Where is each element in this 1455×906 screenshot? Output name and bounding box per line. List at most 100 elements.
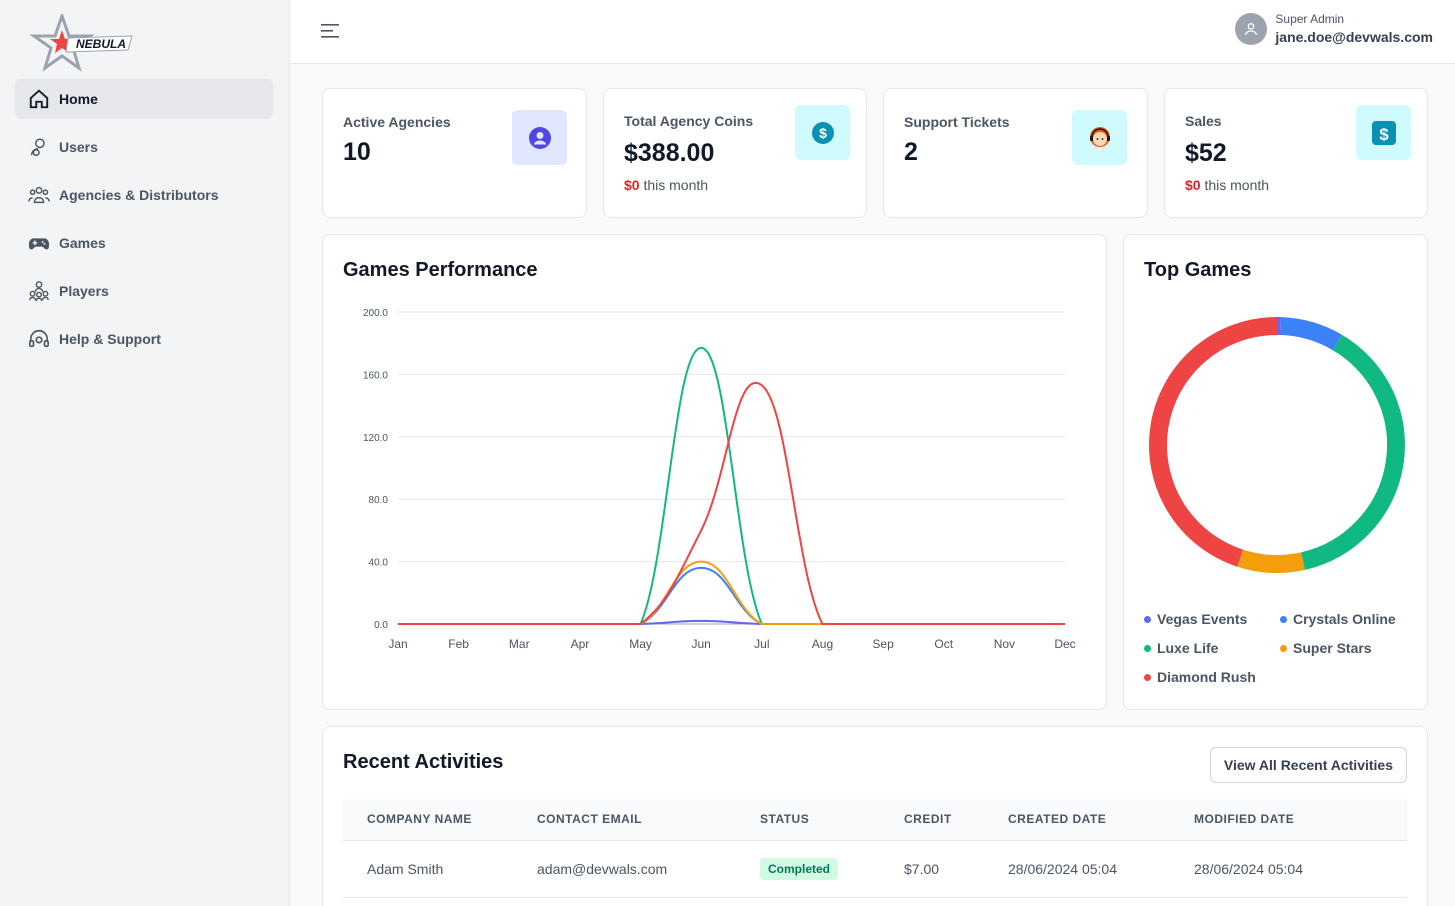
- stat-value: 2: [904, 138, 918, 166]
- x-tick-label: Dec: [1054, 637, 1075, 651]
- games-performance-title: Games Performance: [343, 259, 538, 281]
- line-series-2: [398, 346, 1065, 625]
- top-games-title: Top Games: [1144, 259, 1252, 281]
- dollar-circle-icon: $: [795, 105, 850, 160]
- x-tick-label: Jul: [754, 637, 769, 651]
- stat-value: 10: [343, 138, 371, 166]
- table-header-row: COMPANY NAME CONTACT EMAIL STATUS CREDIT…: [343, 799, 1407, 841]
- avatar[interactable]: [1235, 12, 1268, 45]
- sidebar-item-home[interactable]: Home: [15, 79, 273, 119]
- y-tick-label: 40.0: [369, 558, 389, 569]
- x-tick-label: May: [629, 637, 652, 651]
- legend-item[interactable]: Diamond Rush: [1144, 669, 1256, 685]
- column-header-credit[interactable]: CREDIT: [880, 799, 984, 841]
- column-header-company-name[interactable]: COMPANY NAME: [343, 799, 513, 841]
- support-agent-icon: [1072, 110, 1127, 165]
- games-performance-chart: 0.0 40.0 80.0 120.0 160.0 200.0 Jan Feb Mar Apr Ma…: [363, 308, 1076, 651]
- gamepad-icon: [28, 232, 50, 254]
- legend-item[interactable]: Crystals Online: [1280, 611, 1396, 627]
- sidebar-item-label: Users: [59, 139, 98, 155]
- cell-created-date: 28/06/2024 05:04: [984, 840, 1170, 898]
- sidebar-item-label: Agencies & Distributors: [59, 187, 219, 203]
- column-header-status[interactable]: STATUS: [736, 799, 880, 841]
- stat-sub-text: this month: [1200, 177, 1270, 193]
- y-tick-label: 160.0: [363, 370, 388, 381]
- x-tick-label: Oct: [934, 637, 953, 651]
- user-avatar-icon: [1245, 22, 1258, 35]
- x-tick-label: Jun: [692, 637, 711, 651]
- group-icon: [28, 184, 50, 206]
- x-tick-label: Mar: [509, 637, 530, 651]
- stat-sub-text: this month: [639, 177, 709, 193]
- stat-sub-amount: $0: [624, 177, 640, 193]
- donut-slice-4: [1149, 317, 1278, 567]
- menu-toggle-icon[interactable]: [320, 22, 340, 40]
- column-header-modified-date[interactable]: MODIFIED DATE: [1170, 799, 1407, 841]
- user-icon: [28, 136, 50, 158]
- stat-card-support-tickets: Support Tickets 2: [883, 88, 1148, 218]
- user-email: jane.doe@devwals.com: [1275, 29, 1433, 45]
- user-menu[interactable]: Super Admin jane.doe@devwals.com: [1235, 12, 1433, 45]
- legend-dot: [1144, 644, 1151, 652]
- stat-title: Support Tickets: [904, 114, 1010, 130]
- y-tick-label: 200.0: [363, 308, 388, 319]
- sidebar-item-label: Games: [59, 235, 106, 251]
- recent-activities-table: COMPANY NAME CONTACT EMAIL STATUS CREDIT…: [343, 799, 1407, 898]
- legend-label: Diamond Rush: [1157, 669, 1256, 685]
- view-all-activities-button[interactable]: View All Recent Activities: [1209, 747, 1407, 783]
- logo-star-icon: NEBULA: [29, 11, 133, 72]
- table-row[interactable]: Adam Smith adam@devwals.com Completed $7…: [343, 840, 1407, 898]
- stat-card-sales: Sales $52 $0 this month $: [1164, 88, 1428, 218]
- sidebar-item-help-support[interactable]: Help & Support: [15, 319, 273, 359]
- donut-slice-1: [1280, 317, 1343, 351]
- status-badge: Completed: [760, 857, 839, 880]
- y-tick-label: 80.0: [369, 495, 389, 506]
- legend-label: Super Stars: [1293, 640, 1372, 656]
- x-tick-label: Jan: [388, 637, 407, 651]
- legend-dot: [1144, 673, 1151, 681]
- stat-title: Sales: [1185, 113, 1222, 129]
- sidebar-item-games[interactable]: Games: [15, 223, 273, 263]
- sidebar-item-label: Home: [59, 91, 98, 107]
- x-tick-label: Feb: [448, 637, 469, 651]
- nebula-logo[interactable]: NEBULA: [28, 11, 138, 72]
- legend-dot: [1280, 615, 1287, 623]
- top-games-donut-chart: [1149, 317, 1405, 573]
- stat-card-active-agencies: Active Agencies 10: [322, 88, 587, 218]
- stat-value: $388.00: [624, 139, 715, 167]
- legend-dot: [1280, 644, 1287, 652]
- sidebar-item-players[interactable]: Players: [15, 271, 273, 311]
- donut-slice-2: [1300, 334, 1405, 570]
- players-icon: [28, 280, 50, 302]
- stat-card-total-agency-coins: Total Agency Coins $388.00 $0 this month…: [603, 88, 867, 218]
- dollar-square-icon: $: [1356, 105, 1411, 160]
- user-circle-icon: [512, 110, 567, 165]
- stat-value: $52: [1185, 139, 1227, 167]
- games-performance-card: Games Performance 0.0 40.0 80.0 120.0 160.0 2…: [322, 234, 1107, 710]
- sidebar-item-users[interactable]: Users: [15, 127, 273, 167]
- recent-activities-title: Recent Activities: [343, 751, 504, 773]
- cell-company-name: Adam Smith: [343, 840, 513, 898]
- sidebar-item-agencies[interactable]: Agencies & Distributors: [15, 175, 273, 215]
- x-tick-label: Aug: [812, 637, 833, 651]
- legend-label: Luxe Life: [1157, 640, 1219, 656]
- donut-slice-3: [1237, 549, 1305, 573]
- cell-credit: $7.00: [880, 840, 984, 898]
- top-header: Super Admin jane.doe@devwals.com: [290, 0, 1455, 64]
- x-tick-label: Apr: [571, 637, 590, 651]
- column-header-created-date[interactable]: CREATED DATE: [984, 799, 1170, 841]
- legend-label: Crystals Online: [1293, 611, 1396, 627]
- cell-modified-date: 28/06/2024 05:04: [1170, 840, 1407, 898]
- top-games-card: Top Games Vegas Events Crystals Online Lux…: [1123, 234, 1428, 710]
- legend-item[interactable]: Luxe Life: [1144, 640, 1218, 656]
- line-series-1: [398, 566, 1065, 625]
- stat-sub-amount: $0: [1185, 177, 1201, 193]
- legend-item[interactable]: Super Stars: [1280, 640, 1372, 656]
- x-tick-label: Sep: [872, 637, 894, 651]
- svg-text:$: $: [1379, 125, 1389, 144]
- legend-item[interactable]: Vegas Events: [1144, 611, 1247, 627]
- line-series-4: [398, 381, 1065, 625]
- column-header-contact-email[interactable]: CONTACT EMAIL: [513, 799, 736, 841]
- sidebar: NEBULA Home Users Agencies & Distributor…: [0, 0, 290, 906]
- svg-text:$: $: [819, 125, 827, 141]
